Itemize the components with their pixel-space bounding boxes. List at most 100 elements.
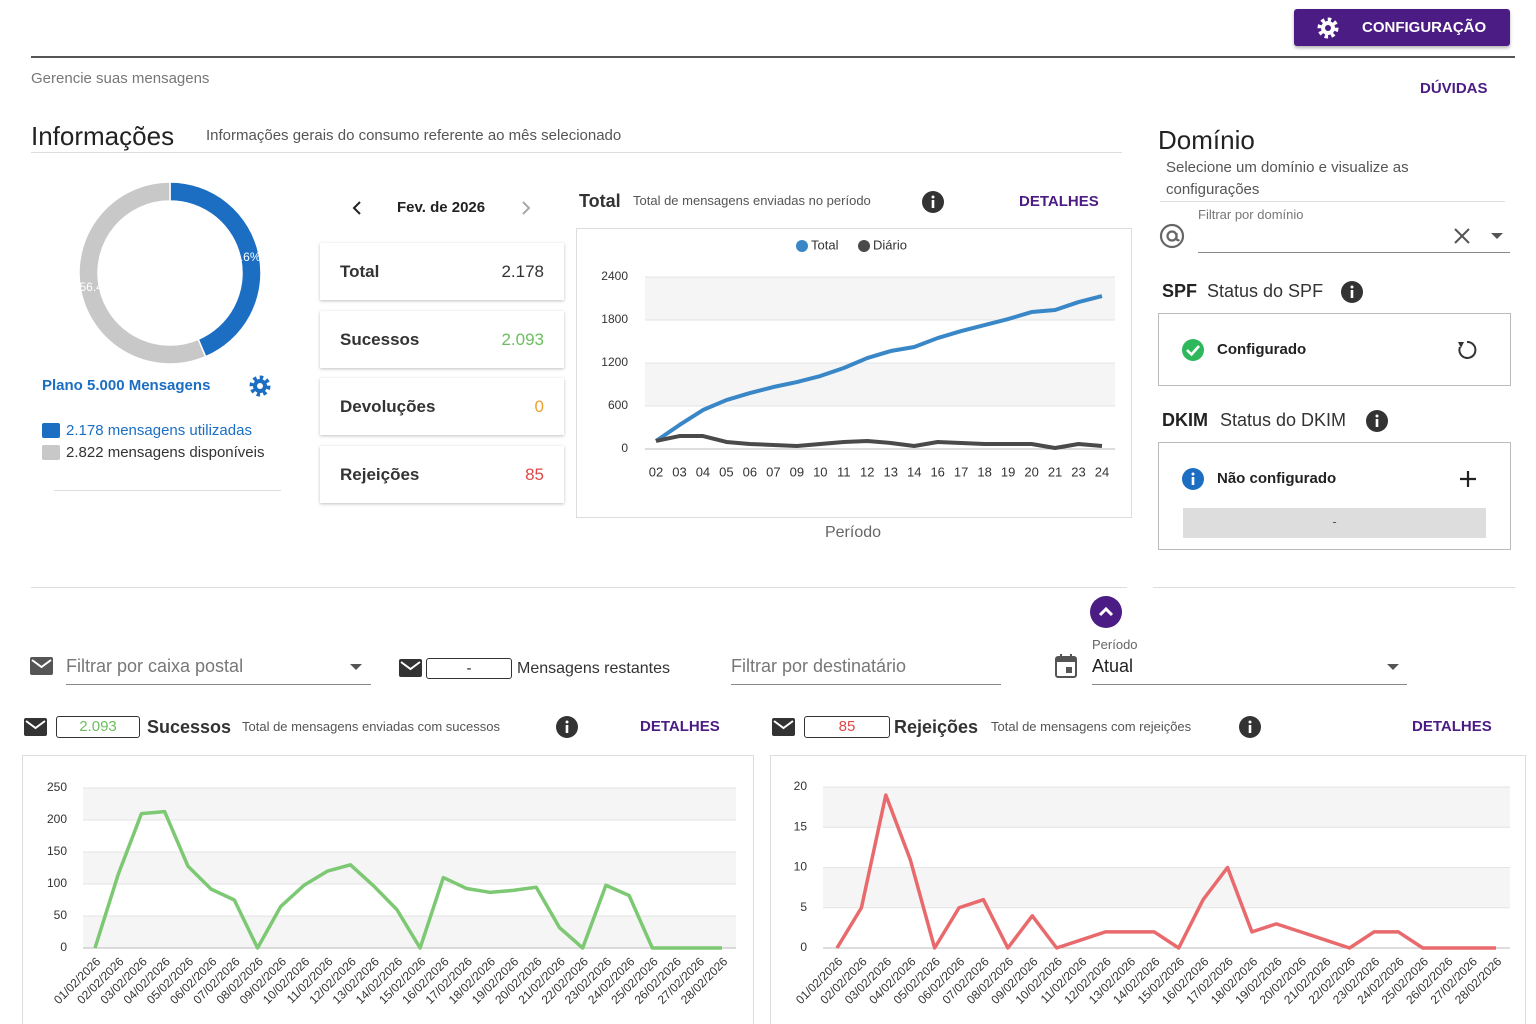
check-icon — [1182, 339, 1204, 361]
series-line — [835, 793, 1496, 950]
series-line — [654, 294, 1103, 443]
stat-card: Sucessos 2.093 — [320, 311, 564, 368]
grid-band — [645, 363, 1115, 406]
details-link[interactable]: DETALHES — [1019, 193, 1099, 210]
x-axis-label: Período — [824, 524, 882, 541]
x-tick-label: 04 — [696, 464, 710, 479]
series-line — [93, 809, 722, 950]
y-tick-label: 20 — [794, 779, 808, 793]
grid-band — [83, 788, 736, 820]
help-link[interactable]: DÚVIDAS — [1420, 80, 1488, 97]
plan-settings[interactable] — [248, 374, 272, 398]
info-icon — [1182, 468, 1204, 490]
divider — [31, 587, 1127, 588]
dkim-card: Não configurado - — [1158, 442, 1511, 550]
input-underline[interactable] — [1198, 252, 1510, 253]
chart-card: 0 50 100 150 200 250 01/02/2026 02/02/2026 03/02… — [22, 755, 754, 1024]
config-button[interactable]: CONFIGURAÇÃO — [1294, 9, 1510, 46]
x-tick-label: 05 — [719, 464, 733, 479]
refresh-icon[interactable] — [1455, 338, 1479, 362]
x-tick-label: 09 — [790, 464, 804, 479]
at-icon — [1159, 223, 1185, 249]
info-subtitle: Informações gerais do consumo referente … — [206, 127, 622, 144]
legend-marker — [858, 240, 870, 252]
info-icon[interactable] — [1340, 280, 1364, 304]
stat-card: Devoluções 0 — [320, 378, 564, 435]
info-title: Informações — [31, 121, 175, 151]
grid-band — [645, 277, 1115, 320]
legend-label: Total — [811, 237, 839, 252]
stat-value: 2.093 — [501, 330, 544, 349]
y-tick-label: 0 — [621, 441, 628, 455]
mail-icon — [24, 718, 47, 736]
mail-icon — [772, 718, 795, 736]
y-tick-label: 250 — [47, 780, 67, 794]
header-rule — [31, 56, 1515, 58]
chart-subtitle: Total de mensagens enviadas no período — [633, 193, 871, 208]
y-tick-label: 5 — [800, 900, 807, 914]
month-label: Fev. de 2026 — [397, 199, 486, 216]
mailbox-filter[interactable]: Filtrar por caixa postal — [66, 656, 244, 676]
info-icon[interactable] — [921, 190, 945, 214]
x-tick-label: 18 — [977, 464, 991, 479]
page-subtitle: Gerencie suas mensagens — [31, 70, 210, 87]
mail-icon — [30, 657, 53, 675]
x-tick-label: 21 — [1048, 464, 1062, 479]
plan-label: Plano 5.000 Mensagens — [42, 377, 211, 394]
info-icon[interactable] — [555, 715, 579, 739]
dropdown-arrow[interactable] — [348, 662, 364, 672]
chart-card: 0 600 1200 1800 2400 02 03 04 05 06 07 09 10 11 12 13 14… — [576, 228, 1132, 518]
y-tick-label: 100 — [47, 876, 67, 890]
divider — [1153, 587, 1515, 588]
info-icon[interactable] — [1238, 715, 1262, 739]
spf-title: SPF — [1162, 281, 1198, 301]
stat-value: 85 — [525, 465, 544, 484]
chart-subtitle: Total de mensagens enviadas com sucessos — [242, 719, 500, 734]
dkim-title: DKIM — [1162, 410, 1208, 430]
grid-band — [83, 852, 736, 884]
y-tick-label: 1200 — [601, 355, 628, 369]
grid-band — [823, 867, 1510, 908]
config-label: CONFIGURAÇÃO — [1362, 19, 1487, 36]
domain-title: Domínio — [1158, 125, 1255, 155]
y-tick-label: 150 — [47, 844, 67, 858]
dkim-record: - — [1183, 508, 1486, 538]
input-underline — [1092, 684, 1407, 685]
info-icon[interactable] — [1365, 409, 1389, 433]
x-tick-label: 23 — [1071, 464, 1085, 479]
y-tick-label: 10 — [794, 860, 808, 874]
legend-label: 2.822 mensagens disponíveis — [66, 444, 265, 461]
period-select[interactable]: Atual — [1092, 656, 1134, 676]
collapse-button[interactable] — [1089, 595, 1123, 629]
chart-title: Total — [579, 191, 621, 211]
next-month[interactable] — [518, 200, 534, 216]
spf-status: Configurado — [1217, 341, 1307, 358]
x-tick-label: 14 — [907, 464, 921, 479]
details-link[interactable]: DETALHES — [1412, 718, 1492, 735]
x-tick-label: 16 — [930, 464, 944, 479]
x-tick-label: 07 — [766, 464, 780, 479]
recipient-filter[interactable]: Filtrar por destinatário — [731, 656, 907, 676]
clear-icon[interactable] — [1453, 227, 1471, 245]
y-tick-label: 0 — [60, 940, 67, 954]
dkim-status: Não configurado — [1217, 470, 1337, 487]
x-tick-label: 11 — [837, 464, 851, 479]
dkim-subtitle: Status do DKIM — [1220, 410, 1347, 430]
calendar-icon — [1055, 654, 1077, 678]
legend-marker — [796, 240, 808, 252]
chart-title: Sucessos — [147, 717, 232, 737]
stat-label: Rejeições — [340, 465, 420, 484]
input-underline — [731, 684, 1001, 685]
x-tick-label: 24 — [1095, 464, 1109, 479]
prev-month[interactable] — [349, 200, 365, 216]
slice-label: 56.4% — [79, 280, 113, 294]
x-tick-label: 20 — [1024, 464, 1038, 479]
remaining-count: - — [426, 658, 512, 679]
mail-icon — [399, 659, 422, 677]
dropdown-arrow[interactable] — [1489, 231, 1505, 241]
chart-subtitle: Total de mensagens com rejeições — [991, 719, 1192, 734]
dropdown-arrow[interactable] — [1385, 662, 1401, 672]
x-tick-label: 13 — [884, 464, 898, 479]
details-link[interactable]: DETALHES — [640, 718, 720, 735]
add-icon[interactable] — [1456, 467, 1480, 491]
